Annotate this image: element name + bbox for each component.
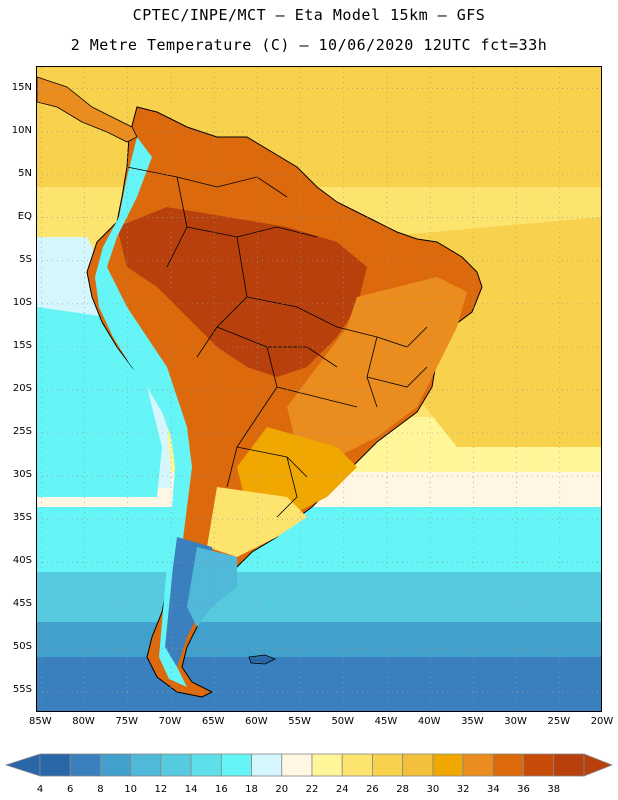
color-scale-label: 34 bbox=[486, 784, 500, 795]
lat-tick-label: 55S bbox=[12, 684, 32, 696]
lon-tick-label: 40W bbox=[417, 716, 441, 727]
lat-tick-label: 40S bbox=[12, 555, 32, 567]
color-scale-cell bbox=[130, 753, 162, 777]
color-scale-label: 22 bbox=[305, 784, 319, 795]
ocean-band-colder bbox=[37, 572, 601, 627]
color-scale-label: 36 bbox=[517, 784, 530, 795]
color-scale-label: 30 bbox=[426, 784, 440, 795]
lat-tick-label: 5N bbox=[18, 167, 32, 179]
color-scale-cell bbox=[553, 753, 585, 777]
color-scale-label: 12 bbox=[154, 784, 168, 795]
color-scale-cell bbox=[372, 753, 404, 777]
color-scale-bar bbox=[4, 753, 614, 777]
color-scale-cell bbox=[100, 753, 132, 777]
color-scale-cell bbox=[402, 753, 434, 777]
lat-tick-label: 5S bbox=[19, 253, 32, 265]
lon-tick-label: 85W bbox=[29, 716, 52, 727]
lat-tick-label: EQ bbox=[17, 210, 32, 222]
lon-tick-label: 75W bbox=[115, 716, 139, 727]
lon-tick-label: 25W bbox=[547, 716, 571, 727]
central-america bbox=[37, 76, 138, 143]
color-scale-min-arrow bbox=[4, 753, 41, 777]
falkland-islands bbox=[248, 654, 276, 665]
lat-tick-label: 25S bbox=[12, 426, 32, 438]
color-scale-cell bbox=[251, 753, 283, 777]
lat-tick-label: 45S bbox=[12, 598, 32, 610]
lon-tick-label: 20W bbox=[590, 716, 614, 727]
lat-tick-label: 15N bbox=[11, 81, 32, 93]
lon-tick-label: 45W bbox=[374, 716, 398, 727]
andes-cold-ridge bbox=[95, 137, 192, 687]
color-scale-label: 38 bbox=[547, 784, 561, 795]
lat-tick-label: 15S bbox=[12, 339, 32, 351]
color-scale-label: 4 bbox=[36, 784, 44, 795]
lat-tick-label: 35S bbox=[12, 512, 32, 524]
color-scale-label: 20 bbox=[275, 784, 289, 795]
pacific-cooler-region bbox=[37, 307, 162, 497]
color-scale-cell bbox=[492, 753, 524, 777]
color-scale-cell bbox=[462, 753, 494, 777]
lon-tick-label: 50W bbox=[331, 716, 355, 727]
color-scale-label: 26 bbox=[366, 784, 379, 795]
ocean-band-cool bbox=[37, 507, 601, 577]
color-scale-label: 24 bbox=[335, 784, 349, 795]
map-title: CPTEC/INPE/MCT – Eta Model 15km – GFS bbox=[132, 6, 486, 24]
color-scale-cell bbox=[39, 753, 71, 777]
lat-tick-label: 10S bbox=[12, 296, 32, 308]
color-scale-max-arrow bbox=[583, 753, 614, 777]
lat-tick-label: 50S bbox=[12, 641, 32, 653]
lat-tick-label: 20S bbox=[12, 383, 32, 394]
country-borders bbox=[126, 166, 428, 518]
color-scale-label: 14 bbox=[184, 784, 198, 795]
lon-tick-label: 55W bbox=[288, 716, 311, 727]
color-scale-cell bbox=[190, 753, 222, 777]
color-scale-cells bbox=[4, 753, 614, 777]
lon-tick-label: 35W bbox=[461, 716, 484, 727]
color-scale-cell bbox=[341, 753, 373, 777]
patagonia-mid bbox=[187, 547, 237, 627]
lon-tick-label: 30W bbox=[504, 716, 527, 727]
lat-tick-label: 10N bbox=[11, 124, 32, 136]
color-scale-label: 10 bbox=[124, 784, 138, 795]
brazil-east-warm bbox=[287, 277, 467, 457]
color-scale-cell bbox=[523, 753, 555, 777]
color-scale-cell bbox=[160, 753, 192, 777]
map-subtitle: 2 Metre Temperature (C) – 10/06/2020 12U… bbox=[70, 36, 548, 54]
pampas-mild bbox=[207, 487, 307, 557]
color-scale-label: 18 bbox=[245, 784, 258, 795]
color-scale-cell bbox=[311, 753, 343, 777]
color-scale-cell bbox=[432, 753, 464, 777]
amazon-hot-core bbox=[117, 207, 367, 377]
color-scale-label: 16 bbox=[214, 784, 228, 795]
color-scale-cell bbox=[69, 753, 101, 777]
color-scale-cell bbox=[220, 753, 252, 777]
temperature-map bbox=[37, 67, 601, 711]
lon-tick-label: 65W bbox=[201, 716, 225, 727]
color-scale-label: 28 bbox=[396, 784, 410, 795]
color-scale-cell bbox=[281, 753, 313, 777]
lat-tick-label: 30S bbox=[12, 469, 32, 481]
color-scale-label: 32 bbox=[456, 784, 470, 795]
ocean-band-south bbox=[37, 657, 601, 711]
color-scale-label: 6 bbox=[67, 784, 74, 795]
lon-tick-label: 70W bbox=[158, 716, 182, 727]
lon-tick-label: 80W bbox=[72, 716, 95, 727]
map-frame bbox=[36, 66, 602, 712]
color-scale-label: 8 bbox=[97, 784, 104, 795]
lon-tick-label: 60W bbox=[245, 716, 268, 727]
ocean-band-cold bbox=[37, 622, 601, 662]
